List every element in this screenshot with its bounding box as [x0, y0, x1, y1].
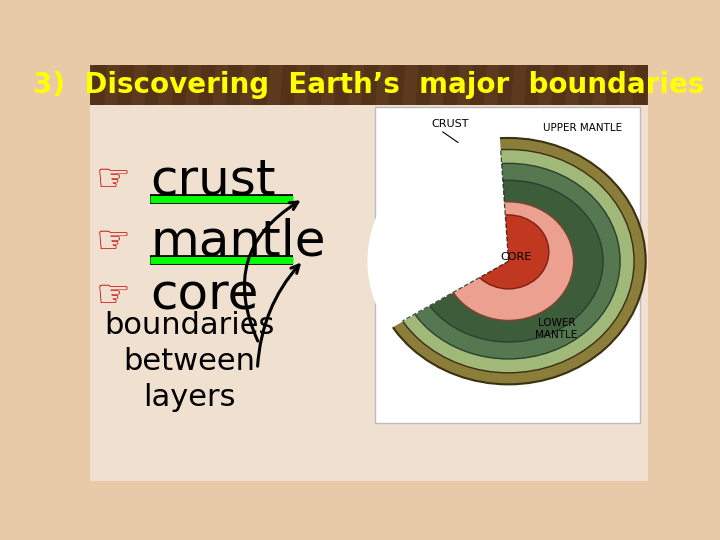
- Polygon shape: [225, 65, 243, 105]
- Ellipse shape: [444, 202, 574, 320]
- Polygon shape: [388, 65, 405, 105]
- Text: LOWER
MANTLE: LOWER MANTLE: [536, 318, 577, 340]
- Polygon shape: [469, 65, 487, 105]
- Text: ☞: ☞: [96, 161, 131, 199]
- Text: 3)  Discovering  Earth’s  major  boundaries: 3) Discovering Earth’s major boundaries: [33, 71, 705, 99]
- Polygon shape: [117, 65, 134, 105]
- Text: ☞: ☞: [96, 277, 131, 315]
- Polygon shape: [524, 65, 541, 105]
- Ellipse shape: [383, 150, 634, 373]
- Text: UPPER MANTLE: UPPER MANTLE: [543, 123, 621, 133]
- Polygon shape: [497, 65, 514, 105]
- Polygon shape: [367, 134, 508, 329]
- Polygon shape: [578, 65, 595, 105]
- Polygon shape: [443, 65, 459, 105]
- Polygon shape: [361, 65, 378, 105]
- Polygon shape: [632, 65, 649, 105]
- Text: CRUST: CRUST: [431, 119, 469, 129]
- Polygon shape: [415, 65, 433, 105]
- FancyArrowPatch shape: [258, 265, 299, 366]
- Polygon shape: [551, 65, 568, 105]
- FancyBboxPatch shape: [90, 65, 648, 105]
- Text: crust: crust: [150, 156, 276, 204]
- Polygon shape: [253, 65, 270, 105]
- Polygon shape: [334, 65, 351, 105]
- Polygon shape: [280, 65, 297, 105]
- Polygon shape: [199, 65, 215, 105]
- Ellipse shape: [414, 180, 603, 342]
- Text: CORE: CORE: [500, 252, 532, 262]
- Polygon shape: [171, 65, 189, 105]
- FancyBboxPatch shape: [375, 107, 640, 423]
- Ellipse shape: [372, 138, 646, 384]
- Text: ☞: ☞: [96, 223, 131, 261]
- FancyBboxPatch shape: [90, 105, 648, 481]
- Text: mantle: mantle: [150, 218, 326, 266]
- Ellipse shape: [468, 215, 549, 289]
- Polygon shape: [144, 65, 161, 105]
- FancyArrowPatch shape: [244, 202, 298, 341]
- Polygon shape: [307, 65, 324, 105]
- Polygon shape: [90, 65, 107, 105]
- Text: core: core: [150, 272, 258, 320]
- Polygon shape: [606, 65, 622, 105]
- Text: boundaries
between
layers: boundaries between layers: [104, 311, 274, 411]
- Ellipse shape: [397, 164, 620, 359]
